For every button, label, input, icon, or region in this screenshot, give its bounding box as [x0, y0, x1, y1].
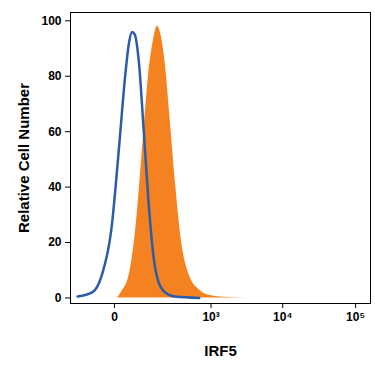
svg-text:100: 100 [41, 14, 61, 28]
svg-text:0: 0 [55, 291, 62, 305]
svg-text:40: 40 [48, 180, 62, 194]
svg-text:10⁵: 10⁵ [346, 310, 365, 324]
svg-text:10⁴: 10⁴ [273, 310, 292, 324]
svg-text:60: 60 [48, 125, 62, 139]
svg-text:20: 20 [48, 235, 62, 249]
svg-text:0: 0 [111, 310, 118, 324]
svg-text:Relative Cell Number: Relative Cell Number [15, 83, 32, 233]
svg-text:10³: 10³ [202, 310, 219, 324]
svg-text:80: 80 [48, 69, 62, 83]
svg-text:IRF5: IRF5 [204, 342, 237, 359]
